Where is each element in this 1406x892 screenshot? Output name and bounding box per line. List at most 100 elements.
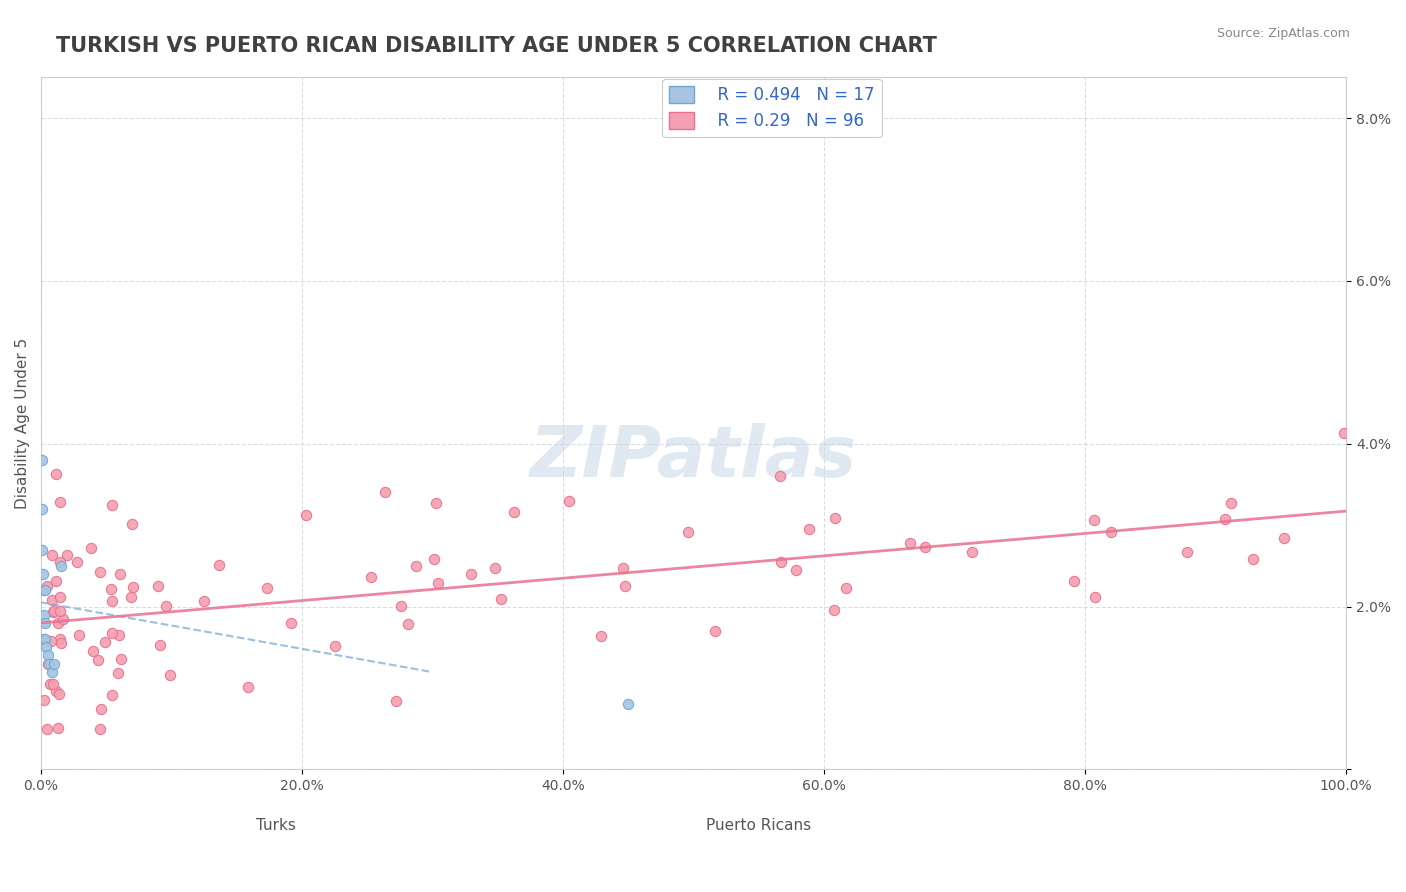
Point (45, 467, 67, 481)
Point (100, 625, 122, 640)
Point (32, 693, 55, 707)
Point (34, 615, 56, 630)
Point (101, 688, 124, 702)
Point (31, 501, 53, 516)
Point (1219, 496, 1241, 510)
Text: TURKISH VS PUERTO RICAN DISABILITY AGE UNDER 5 CORRELATION CHART: TURKISH VS PUERTO RICAN DISABILITY AGE U… (56, 36, 938, 55)
Point (32, 632, 55, 646)
Point (45, 683, 67, 698)
Point (236, 680, 259, 694)
Point (396, 617, 419, 632)
Point (405, 559, 427, 574)
Point (120, 590, 142, 604)
Point (427, 576, 450, 591)
Text: Puerto Ricans: Puerto Ricans (706, 818, 811, 833)
Point (107, 628, 129, 642)
Point (41, 593, 63, 607)
Point (960, 544, 983, 558)
Point (101, 594, 124, 608)
Point (770, 555, 793, 569)
Point (55, 548, 77, 562)
Point (82, 643, 104, 657)
Text: Source: ZipAtlas.com: Source: ZipAtlas.com (1216, 27, 1350, 40)
Point (46, 721, 69, 735)
Point (1175, 545, 1198, 559)
Point (149, 638, 172, 652)
Point (484, 560, 506, 574)
Point (280, 615, 302, 630)
Point (898, 536, 921, 550)
Point (384, 694, 406, 708)
Point (66, 555, 89, 569)
Point (193, 594, 215, 608)
Point (38, 657, 60, 671)
Point (31, 453, 53, 467)
Point (491, 592, 513, 607)
Point (44, 604, 66, 618)
Point (32, 566, 55, 581)
Point (42, 676, 65, 690)
Point (44, 657, 66, 671)
Point (31, 542, 53, 557)
Point (612, 561, 634, 575)
Point (49, 556, 72, 570)
Point (34, 583, 56, 598)
Point (617, 697, 640, 711)
Point (35, 640, 58, 655)
Point (374, 485, 396, 500)
Point (46, 615, 69, 630)
Legend:   R = 0.494   N = 17,   R = 0.29   N = 96: R = 0.494 N = 17, R = 0.29 N = 96 (662, 78, 882, 136)
Point (769, 469, 792, 483)
Point (38, 677, 60, 691)
Point (256, 582, 278, 596)
Point (67, 628, 90, 642)
Point (37, 657, 59, 671)
Point (49, 636, 72, 650)
Point (48, 632, 70, 647)
Point (360, 570, 382, 584)
Point (835, 581, 858, 595)
Point (797, 522, 820, 536)
Point (35, 579, 58, 593)
Point (34, 632, 56, 646)
Point (35, 722, 58, 736)
Point (121, 516, 143, 531)
Point (1272, 531, 1295, 545)
Point (503, 505, 526, 519)
Point (100, 499, 122, 513)
Point (52, 612, 75, 626)
Point (49, 604, 72, 618)
Point (1099, 524, 1122, 539)
Point (823, 603, 845, 617)
Point (41, 665, 63, 679)
Point (108, 566, 131, 581)
Point (1215, 512, 1237, 526)
Point (1083, 513, 1105, 527)
Point (1063, 574, 1085, 589)
Point (146, 579, 169, 593)
Text: ZIPatlas: ZIPatlas (530, 424, 858, 492)
Point (1083, 590, 1105, 604)
Point (32, 583, 55, 598)
Point (914, 540, 936, 554)
Point (159, 668, 181, 682)
Point (37, 648, 59, 663)
Y-axis label: Disability Age Under 5: Disability Age Under 5 (15, 338, 30, 509)
Point (107, 666, 129, 681)
Point (42, 606, 65, 620)
Point (785, 563, 807, 577)
Point (39, 634, 62, 648)
Point (155, 599, 177, 613)
Point (824, 511, 846, 525)
Text: Turks: Turks (256, 818, 295, 833)
Point (45, 574, 67, 588)
Point (49, 558, 72, 573)
Point (49, 590, 72, 604)
Point (323, 639, 346, 653)
Point (425, 496, 447, 510)
Point (422, 552, 444, 566)
Point (100, 582, 122, 596)
Point (704, 624, 727, 638)
Point (558, 494, 581, 508)
Point (614, 579, 637, 593)
